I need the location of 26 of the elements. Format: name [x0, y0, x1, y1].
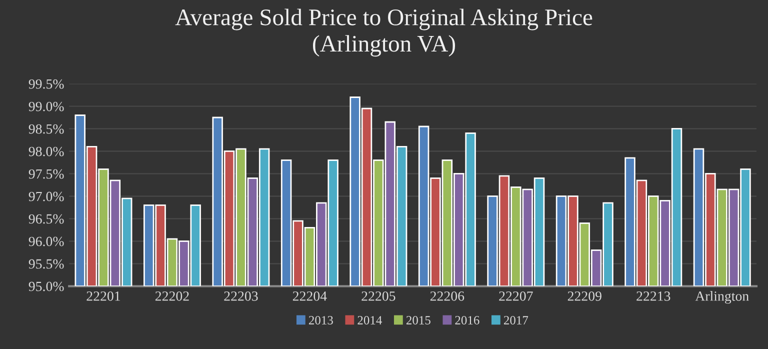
x-tick-label: 22213 [636, 291, 670, 301]
chart-title: Average Sold Price to Original Asking Price (Arlington VA) [175, 8, 592, 57]
y-tick-label: 98.5% [28, 124, 64, 134]
x-tick-label: Arlington [695, 291, 749, 304]
x-tick-label: 22204 [292, 291, 327, 301]
legend-label: 2014 [358, 316, 382, 324]
x-tick-label: 22201 [86, 291, 120, 301]
legend-label: 2016 [455, 316, 480, 324]
x-tick-label: 22206 [430, 291, 464, 301]
legend-label: 2017 [504, 316, 528, 324]
y-tick-label: 98.0% [28, 146, 64, 156]
y-tick-label: 96.0% [28, 236, 64, 246]
x-tick-label: 22209 [568, 291, 602, 301]
x-tick-label: 22202 [155, 291, 189, 301]
y-tick-label: 99.5% [28, 79, 64, 89]
y-tick-label: 97.5% [28, 169, 64, 179]
y-tick-label: 96.5% [28, 214, 64, 224]
x-tick-label: 22205 [362, 291, 396, 301]
y-tick-label: 99.0% [28, 102, 64, 112]
legend-label: 2013 [308, 316, 333, 324]
y-tick-label: 95.0% [28, 282, 64, 292]
x-tick-label: 22203 [224, 291, 258, 301]
y-tick-label: 97.0% [28, 192, 64, 202]
x-tick-label: 22207 [499, 291, 533, 301]
y-tick-label: 95.5% [28, 259, 64, 269]
legend-label: 2015 [406, 316, 430, 324]
